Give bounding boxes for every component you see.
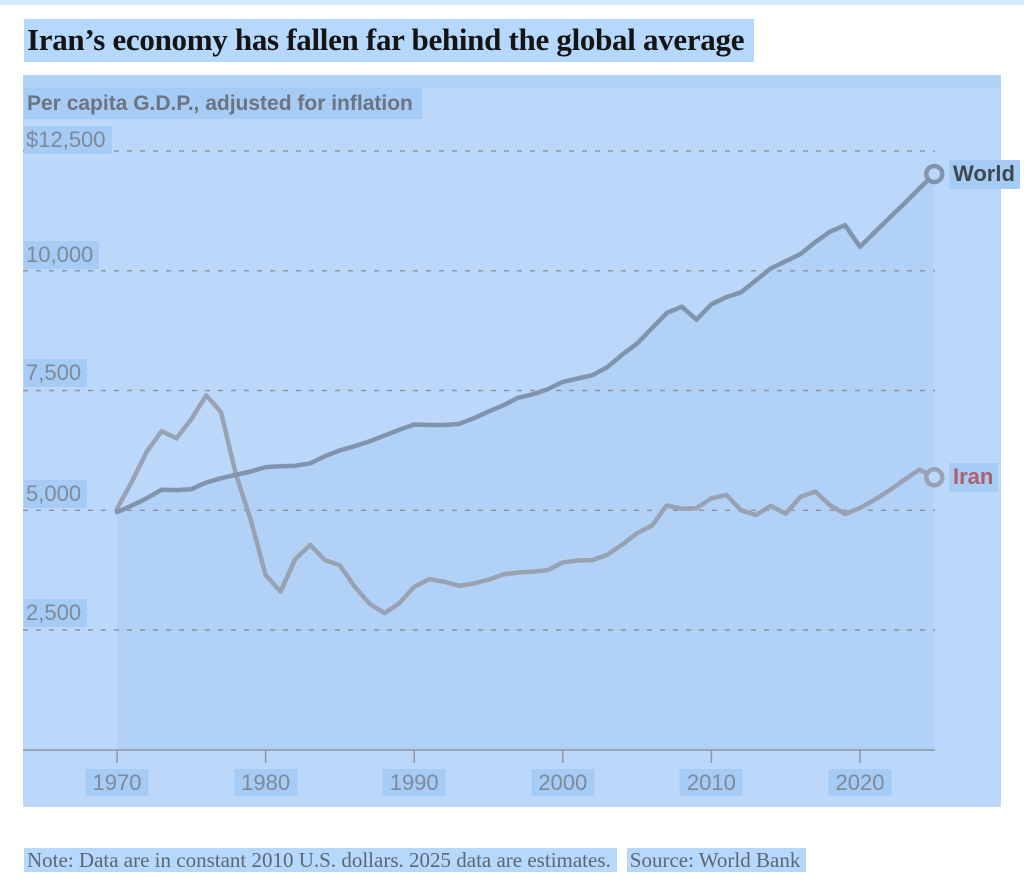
source-text: Source: World Bank [626,848,807,872]
world-line [114,171,937,515]
iran-line [114,393,937,616]
series-label-iran: Iran [949,463,999,492]
world-area-fill [117,174,935,750]
note-text: Note: Data are in constant 2010 U.S. dol… [24,848,617,872]
selection-strip-panel [23,75,1001,88]
series-label-world: World [949,160,1020,189]
footnote: Note: Data are in constant 2010 U.S. dol… [24,844,807,876]
world-endpoint-marker [924,163,945,185]
selection-strip-top [0,0,1024,5]
chart-title: Iran’s economy has fallen far behind the… [24,19,755,62]
chart-canvas [23,150,945,763]
iran-endpoint-marker [924,466,945,488]
chart-panel: $12,500 10,000 7,500 5,000 2,500 1970 1980 199… [23,75,1020,807]
chart-subtitle: Per capita G.D.P., adjusted for inflatio… [24,88,422,119]
